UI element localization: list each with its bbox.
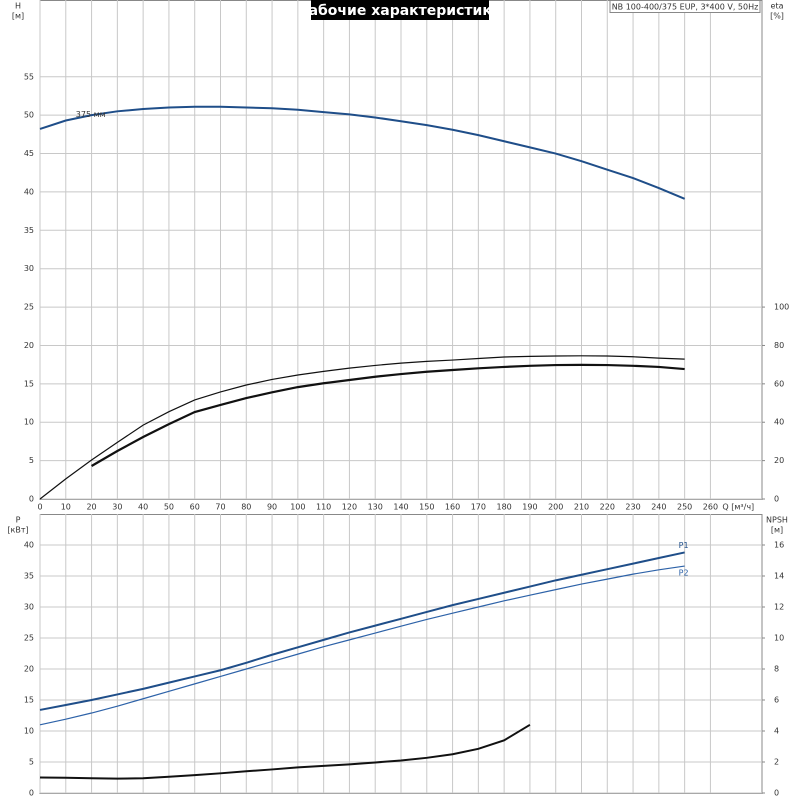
- x-tick-label: 210: [574, 503, 589, 512]
- x-tick-label: 170: [471, 503, 486, 512]
- y2-tick-label: 6: [774, 696, 779, 705]
- x-tick-label: 50: [164, 503, 174, 512]
- x-tick-label: 220: [600, 503, 615, 512]
- x-tick-label: 110: [316, 503, 331, 512]
- y-tick-label: 5: [29, 758, 34, 767]
- annotation: 375 мм: [76, 110, 106, 119]
- y2-axis-label: NPSH: [766, 516, 788, 525]
- y-tick-label: 40: [24, 187, 34, 196]
- y2-axis-unit: [%]: [770, 12, 784, 21]
- y-tick-label: 30: [24, 603, 34, 612]
- curve-label: P1: [679, 541, 689, 550]
- curve: [39, 551, 685, 711]
- x-tick-label: 160: [445, 503, 460, 512]
- curve: [39, 105, 686, 200]
- y-tick-label: 45: [24, 149, 34, 158]
- y2-tick-label: 4: [774, 727, 779, 736]
- y2-tick-label: 0: [774, 789, 779, 798]
- y-tick-label: 35: [24, 226, 34, 235]
- y-tick-label: 15: [24, 696, 34, 705]
- y2-tick-label: 100: [774, 303, 789, 312]
- y-axis-unit: [м]: [12, 12, 24, 21]
- x-tick-label: 130: [368, 503, 383, 512]
- y2-tick-label: 2: [774, 758, 779, 767]
- x-tick-label: 70: [215, 503, 225, 512]
- x-tick-label: 80: [241, 503, 251, 512]
- y-tick-label: 20: [24, 665, 34, 674]
- y2-tick-label: 12: [774, 603, 784, 612]
- y-axis-label: H: [15, 2, 21, 11]
- x-tick-label: 260: [703, 503, 718, 512]
- x-axis-label: Q [м³/ч]: [722, 503, 754, 512]
- y2-tick-label: 20: [774, 456, 784, 465]
- y2-tick-label: 0: [774, 495, 779, 504]
- y2-tick-label: 10: [774, 634, 784, 643]
- y-axis-unit: [кВт]: [7, 526, 28, 535]
- y-tick-label: 20: [24, 341, 34, 350]
- y2-tick-label: 40: [774, 418, 784, 427]
- x-tick-label: 120: [342, 503, 357, 512]
- x-tick-label: 200: [548, 503, 563, 512]
- y-tick-label: 5: [29, 456, 34, 465]
- y2-tick-label: 16: [774, 541, 784, 550]
- x-tick-label: 20: [86, 503, 96, 512]
- y-tick-label: 15: [24, 379, 34, 388]
- x-tick-label: 90: [267, 503, 277, 512]
- chart-subtitle: NB 100-400/375 EUP, 3*400 V, 50Hz: [612, 3, 759, 12]
- x-tick-label: 30: [112, 503, 122, 512]
- x-tick-label: 150: [419, 503, 434, 512]
- y-tick-label: 0: [29, 789, 34, 798]
- subtitle-box: [609, 0, 761, 13]
- x-tick-label: 100: [290, 503, 305, 512]
- y-tick-label: 0: [29, 495, 34, 504]
- y2-tick-label: 80: [774, 341, 784, 350]
- curve-label: P2: [679, 569, 689, 578]
- y-axis-label: P: [16, 516, 21, 525]
- y-tick-label: 10: [24, 727, 34, 736]
- y-tick-label: 35: [24, 572, 34, 581]
- x-tick-label: 40: [138, 503, 148, 512]
- y-tick-label: 40: [24, 541, 34, 550]
- y-tick-label: 30: [24, 264, 34, 273]
- x-tick-label: 10: [61, 503, 71, 512]
- curve: [39, 565, 685, 726]
- x-tick-label: 230: [625, 503, 640, 512]
- x-tick-label: 240: [651, 503, 666, 512]
- x-tick-label: 140: [393, 503, 408, 512]
- y-tick-label: 25: [24, 303, 34, 312]
- curve: [91, 363, 685, 467]
- y-tick-label: 50: [24, 111, 34, 120]
- x-tick-label: 190: [522, 503, 537, 512]
- y2-tick-label: 8: [774, 665, 779, 674]
- x-tick-label: 60: [190, 503, 200, 512]
- y-tick-label: 55: [24, 72, 34, 81]
- y-tick-label: 25: [24, 634, 34, 643]
- y2-axis-unit: [м]: [771, 526, 783, 535]
- x-tick-label: 180: [497, 503, 512, 512]
- chart-title: Рабочие характеристики: [298, 3, 501, 19]
- y-tick-label: 10: [24, 418, 34, 427]
- x-tick-label: 250: [677, 503, 692, 512]
- y2-tick-label: 14: [774, 572, 784, 581]
- y2-axis-label: eta: [771, 2, 784, 11]
- title-box: [311, 0, 489, 20]
- curve: [39, 723, 531, 780]
- x-tick-label: 0: [37, 503, 42, 512]
- curve: [39, 355, 685, 500]
- y2-tick-label: 60: [774, 379, 784, 388]
